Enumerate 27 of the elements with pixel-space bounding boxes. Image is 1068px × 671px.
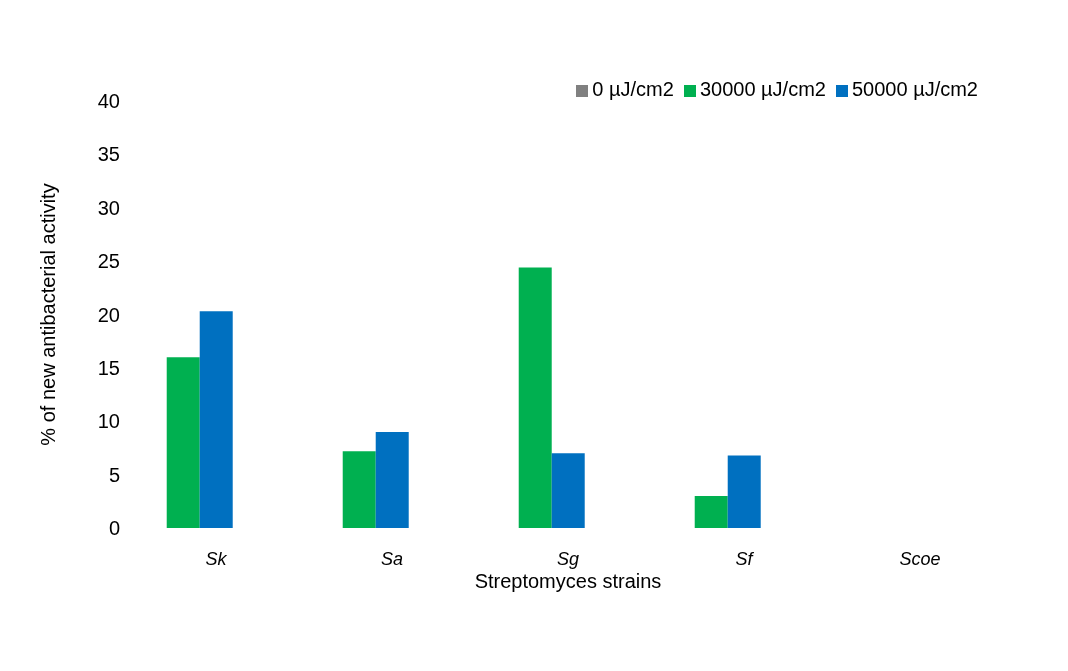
y-tick-label: 20 (97, 303, 120, 326)
y-tick-label: 25 (97, 250, 120, 273)
y-tick-label: 5 (108, 463, 120, 486)
bar (727, 455, 761, 528)
y-tick-label: 0 (108, 517, 120, 540)
y-tick-label: 15 (97, 356, 120, 379)
x-tick-label: Sk (205, 548, 228, 569)
bar (166, 357, 200, 528)
y-tick-label: 40 (97, 90, 120, 113)
x-tick-label: Sa (380, 548, 404, 569)
bar (375, 431, 409, 528)
x-tick-label: Sg (556, 548, 580, 569)
legend-label: 50000 µJ/cm2 (851, 78, 978, 100)
bar (199, 311, 233, 528)
y-tick-label: 35 (97, 143, 120, 166)
legend-label: 30000 µJ/cm2 (699, 78, 826, 100)
y-axis-title: % of new antibacterial activity (37, 183, 60, 446)
x-tick-label: Sf (735, 548, 755, 569)
bar (551, 453, 585, 528)
y-tick-label: 30 (97, 196, 120, 219)
x-tick-label: Scoe (899, 548, 941, 569)
legend-label: 0 µJ/cm2 (592, 78, 674, 100)
bar (342, 451, 376, 528)
bar (694, 495, 728, 528)
x-axis-title: Streptomyces strains (474, 570, 662, 592)
y-tick-label: 10 (97, 410, 120, 433)
bar (518, 267, 552, 528)
